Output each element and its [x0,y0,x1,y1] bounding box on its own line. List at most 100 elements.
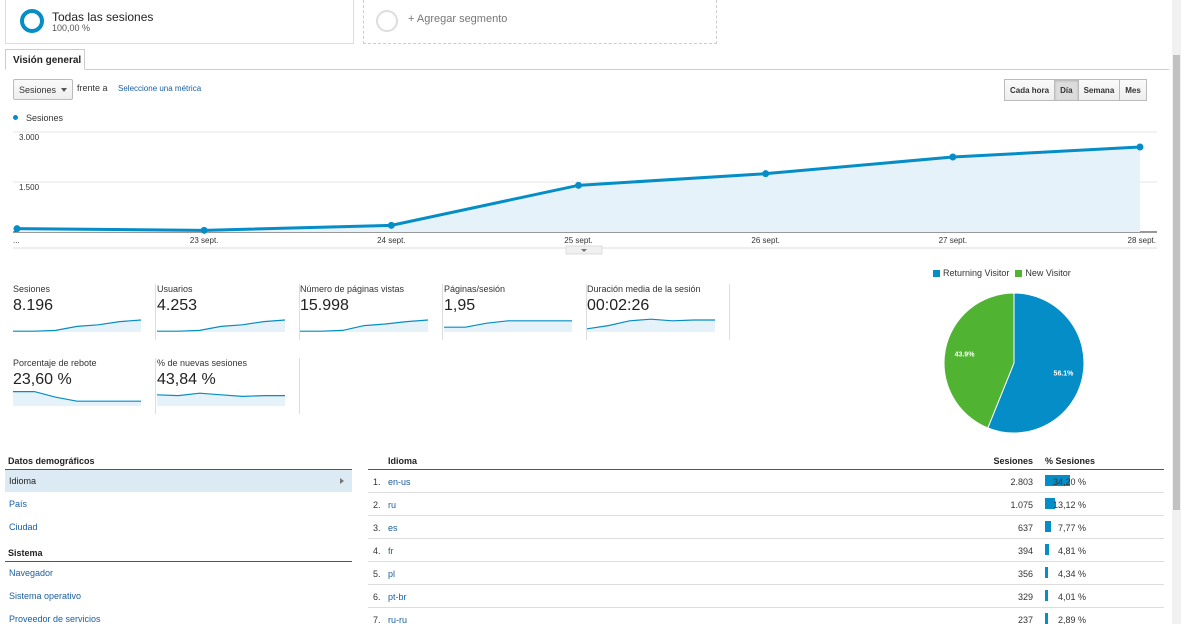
table-row: 1. en-us 2.803 34,20 % [368,470,1164,493]
segment-ring-icon [20,9,44,33]
row-rank: 2. [373,500,381,510]
month-button[interactable]: Mes [1119,79,1147,101]
row-language-link[interactable]: fr [388,546,394,556]
row-share-bar [1045,590,1048,601]
kpi-label: Número de páginas vistas [300,284,405,294]
select-metric-link[interactable]: Seleccione una métrica [118,84,202,93]
kpi-value: 00:02:26 [587,297,650,314]
sparkline-line [13,390,141,402]
row-language-link[interactable]: pl [388,569,396,579]
kpi-card[interactable]: Duración media de la sesión 00:02:26 [587,284,730,340]
kpi-separator [155,358,156,414]
row-pct: 2,89 % [1057,615,1086,624]
day-button[interactable]: Día [1054,79,1079,101]
sessions-area [17,147,1140,232]
segment-all-sessions[interactable]: Todas las sesiones 100,00 % [5,0,354,44]
row-language-link[interactable]: pt-br [388,592,407,602]
table-row: 6. pt-br 329 4,01 % [368,585,1164,608]
returning-swatch-icon [933,270,940,277]
kpi-sparkline [13,319,141,332]
metric-dropdown[interactable]: Sesiones [13,79,73,100]
kpi-separator [299,358,300,414]
table-row: 5. pl 356 4,34 % [368,562,1164,585]
list-item-browser[interactable]: Navegador [9,568,54,578]
row-rank: 1. [373,477,381,487]
kpi-card[interactable]: Número de páginas vistas 15.998 [300,284,443,340]
time-granularity-group: Cada hora Día Semana Mes [1004,79,1147,101]
row-share-bar [1045,613,1048,624]
y-tick-label: 3.000 [19,133,40,142]
segment-subtitle: 100,00 % [52,23,91,33]
sparkline-area [13,320,141,332]
x-tick-label: 25 sept. [564,236,592,245]
sessions-line-chart: 3.000 1.500... 23 sept. 24 sept. 25 sept. 26 … [13,131,1157,255]
sessions-point[interactable] [200,226,208,234]
new-swatch-icon [1015,270,1023,277]
chart-legend-label: Sesiones [26,113,64,123]
list-item-city[interactable]: Ciudad [9,522,38,532]
kpi-value: 43,84 % [157,371,216,388]
sessions-point[interactable] [1136,143,1144,151]
table-row: 2. ru 1.075 13,12 % [368,493,1164,516]
sessions-point[interactable] [762,170,770,178]
week-button[interactable]: Semana [1077,79,1121,101]
tab-divider [5,69,1169,70]
kpi-value: 23,60 % [13,371,72,388]
row-pct: 4,01 % [1057,592,1086,602]
kpi-sparkline [13,390,141,406]
kpi-separator [299,284,300,340]
row-sessions: 237 [1017,615,1033,624]
table-row: 3. es 637 7,77 % [368,516,1164,539]
sessions-point[interactable] [575,181,582,189]
list-item-language[interactable]: Idioma [5,470,352,492]
chevron-down-icon [61,88,67,92]
kpi-card[interactable]: Sesiones 8.196 [13,284,156,340]
kpi-card[interactable]: Usuarios 4.253 [157,284,300,340]
scrollbar-thumb[interactable] [1173,55,1180,510]
pie-legend-returning: Returning Visitor [933,268,1009,278]
kpi-card[interactable]: % de nuevas sesiones 43,84 % [157,358,300,414]
row-sessions: 1.075 [1010,500,1033,510]
list-item-os[interactable]: Sistema operativo [9,591,82,601]
kpi-sparkline [444,320,572,332]
add-segment-button[interactable]: + Agregar segmento [363,0,717,44]
kpi-card[interactable]: Páginas/sesión 1,95 [444,284,587,340]
sparkline-line [13,319,141,332]
list-item-country[interactable]: País [9,499,28,509]
list-item-label: Idioma [9,476,37,486]
sessions-point[interactable] [949,153,957,161]
row-share-bar [1045,498,1055,509]
col-language: Idioma [388,456,418,466]
row-language-link[interactable]: ru [388,500,397,510]
pie-slice[interactable] [987,292,1085,434]
kpi-value: 8.196 [13,297,54,314]
kpi-label: Duración media de la sesión [587,284,701,294]
hourly-button[interactable]: Cada hora [1004,79,1056,101]
kpi-value: 4.253 [157,297,198,314]
kpi-card[interactable]: Porcentaje de rebote 23,60 % [13,358,156,414]
row-sessions: 2.803 [1010,477,1033,487]
pie-legend-new-label: New Visitor [1025,268,1071,278]
row-language-link[interactable]: ru-ru [388,615,408,624]
metric-dropdown-value: Sesiones [19,85,57,95]
sparkline-line [587,318,715,330]
tab-overview[interactable]: Visión general [5,49,85,70]
kpi-value: 15.998 [300,297,349,314]
row-language-link[interactable]: en-us [388,477,411,487]
pie-legend-returning-label: Returning Visitor [943,268,1010,278]
pie-slice[interactable] [943,292,1015,429]
row-language-link[interactable]: es [388,523,398,533]
system-header: Sistema [5,548,352,562]
list-item-isp[interactable]: Proveedor de servicios [9,614,101,624]
col-sessions[interactable]: Sesiones [993,456,1033,466]
pie-legend-new: New Visitor [1015,268,1071,278]
sparkline-area [444,320,572,332]
x-tick-label: ... [13,236,20,245]
row-pct: 34,20 % [1052,477,1086,487]
sessions-point[interactable] [13,225,21,233]
col-pct-sessions[interactable]: % Sesiones [1045,456,1096,466]
sessions-point[interactable] [387,221,395,229]
kpi-separator [586,284,587,340]
kpi-sparkline [157,392,285,406]
row-share-bar [1045,544,1049,555]
